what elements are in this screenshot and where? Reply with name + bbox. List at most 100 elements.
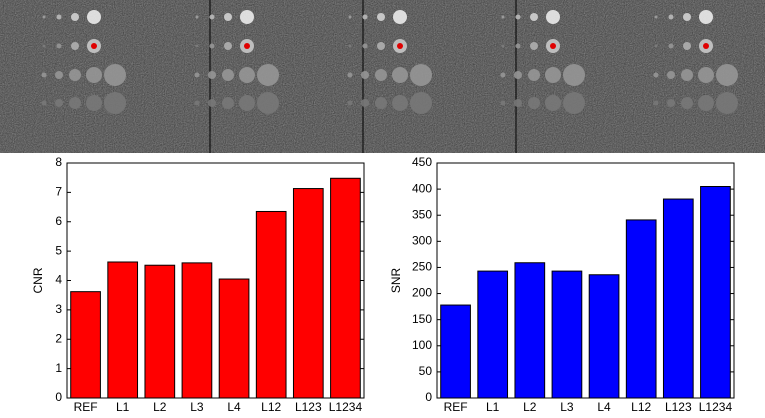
phantom-disc: [392, 67, 408, 83]
phantom-disc: [239, 95, 255, 111]
y-tick-label: 250: [412, 260, 432, 274]
phantom-disc: [348, 44, 352, 48]
phantom-disc: [683, 13, 691, 21]
phantom-disc: [195, 15, 199, 19]
bar: [255, 210, 287, 399]
phantom-disc: [239, 67, 255, 83]
phantom-disc: [653, 100, 659, 106]
phantom-disc: [361, 99, 369, 107]
phantom-disc: [222, 97, 234, 109]
y-tick-label: 200: [412, 286, 432, 300]
phantom-disc: [528, 97, 540, 109]
phantom-panel: [612, 0, 765, 153]
phantom-panel: [459, 0, 612, 153]
phantom-disc: [514, 99, 522, 107]
phantom-disc: [209, 14, 215, 20]
phantom-disc: [546, 10, 560, 24]
phantom-disc: [208, 99, 216, 107]
x-tick-label: L2: [153, 400, 167, 413]
bar-chart: REF L1 L2 L3 L4 L12 L123 L1234 0 50 100 150 200 250 30…: [389, 155, 735, 414]
phantom-panel: [306, 0, 459, 153]
phantom-disc: [348, 15, 352, 19]
y-tick-label: 50: [419, 364, 433, 378]
phantom-disc: [347, 72, 353, 78]
x-tick-label: L2: [523, 400, 537, 413]
phantom-disc: [347, 100, 353, 106]
phantom-disc: [71, 42, 79, 50]
phantom-disc: [55, 99, 63, 107]
x-tick-label: L4: [227, 400, 241, 413]
phantom-disc: [563, 92, 585, 114]
bar: [662, 198, 694, 399]
phantom-disc: [375, 97, 387, 109]
bar: [144, 264, 176, 399]
y-axis-label: SNR: [389, 268, 403, 294]
phantom-disc: [668, 14, 674, 20]
phantom-disc: [528, 69, 540, 81]
phantom-disc: [208, 71, 216, 79]
phantom-disc: [56, 43, 62, 49]
roi-marker: [703, 43, 709, 49]
bar: [440, 304, 471, 399]
y-tick-label: 1: [55, 361, 62, 375]
y-tick-label: 350: [412, 207, 432, 221]
phantom-disc: [667, 71, 675, 79]
bar: [477, 270, 509, 399]
bar: [181, 262, 213, 399]
roi-marker: [91, 43, 97, 49]
x-tick-label: L123: [295, 400, 322, 413]
phantom-disc: [224, 42, 232, 50]
phantom-disc: [69, 97, 81, 109]
bar: [551, 270, 583, 399]
y-tick-label: 0: [55, 390, 62, 404]
x-tick-label: REF: [74, 400, 98, 413]
phantom-disc: [699, 10, 713, 24]
y-tick-label: 2: [55, 331, 62, 345]
phantom-disc: [86, 67, 102, 83]
roi-marker: [550, 43, 556, 49]
phantom-disc: [545, 95, 561, 111]
phantom-disc: [654, 44, 658, 48]
y-tick-label: 6: [55, 214, 62, 228]
bar: [700, 186, 731, 399]
bar: [625, 219, 657, 399]
phantom-disc: [500, 100, 506, 106]
y-tick-label: 100: [412, 338, 432, 352]
phantom-panel: [153, 0, 306, 153]
phantom-disc: [683, 42, 691, 50]
x-tick-label: L4: [597, 400, 611, 413]
phantom-disc: [257, 64, 279, 86]
phantom-disc: [55, 71, 63, 79]
phantom-disc: [377, 42, 385, 50]
y-tick-label: 3: [55, 302, 62, 316]
phantom-disc: [698, 95, 714, 111]
phantom-disc: [362, 43, 368, 49]
phantom-disc: [104, 64, 126, 86]
x-tick-label: L1: [486, 400, 500, 413]
phantom-panel: [0, 0, 153, 153]
phantom-disc: [71, 13, 79, 21]
bar: [70, 291, 101, 399]
phantom-disc: [41, 72, 47, 78]
phantom-disc: [361, 71, 369, 79]
phantom-disc: [42, 44, 46, 48]
phantom-disc: [41, 100, 47, 106]
phantom-disc: [515, 14, 521, 20]
y-tick-label: 0: [425, 390, 432, 404]
x-tick-label: L1: [116, 400, 130, 413]
bar: [330, 177, 361, 399]
phantom-disc: [667, 99, 675, 107]
phantom-disc: [716, 64, 738, 86]
phantom-disc: [515, 43, 521, 49]
phantom-disc: [545, 67, 561, 83]
phantom-disc: [530, 42, 538, 50]
phantom-disc: [377, 13, 385, 21]
x-tick-label: L123: [665, 400, 692, 413]
phantom-images: [0, 0, 765, 153]
y-tick-label: 4: [55, 273, 62, 287]
plot-frame: [436, 162, 735, 399]
phantom-disc: [514, 71, 522, 79]
phantom-disc: [42, 15, 46, 19]
phantom-disc: [668, 43, 674, 49]
